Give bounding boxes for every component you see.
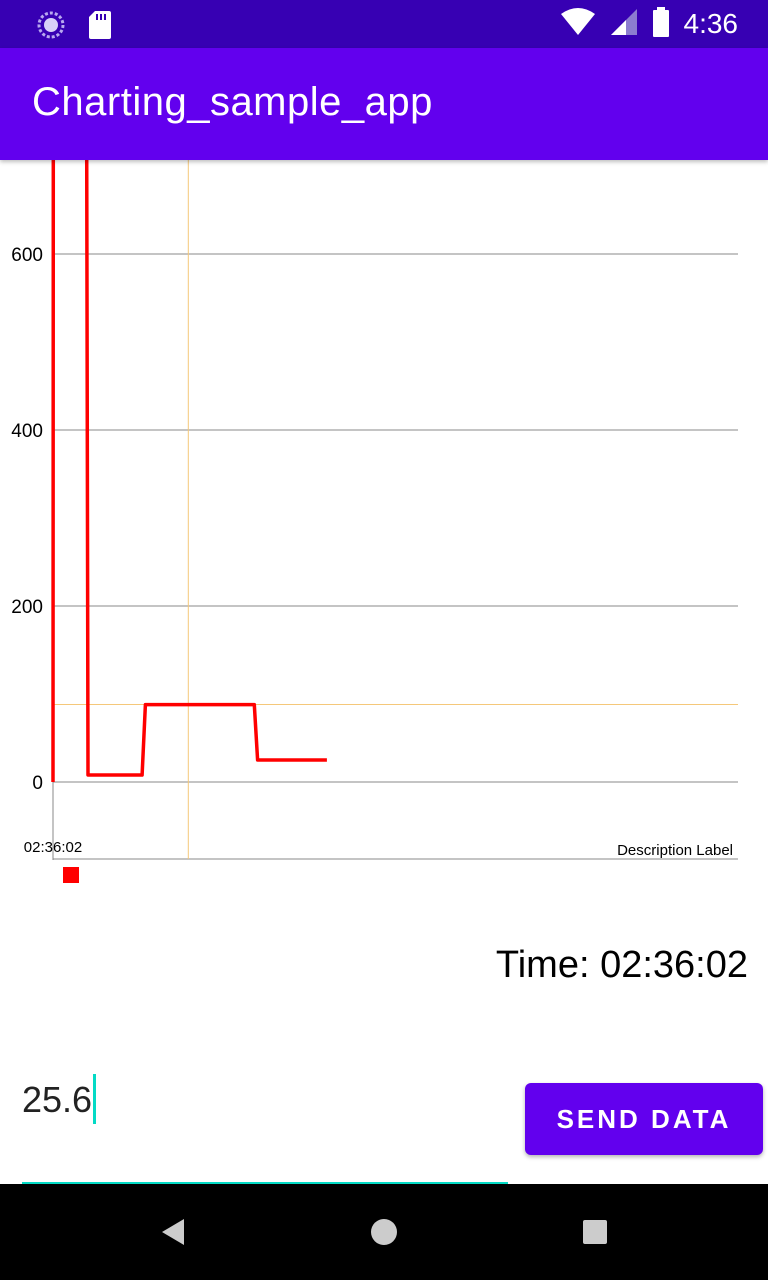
send-data-button[interactable]: SEND DATA bbox=[525, 1083, 763, 1155]
home-icon[interactable] bbox=[364, 1212, 404, 1252]
sd-card-icon bbox=[88, 10, 112, 44]
y-tick-label-0: 0 bbox=[32, 773, 43, 794]
battery-icon bbox=[652, 7, 670, 41]
recents-icon[interactable] bbox=[575, 1212, 615, 1252]
data-input-container[interactable] bbox=[22, 1070, 508, 1184]
wifi-icon bbox=[560, 8, 596, 40]
y-tick-label-200: 200 bbox=[11, 597, 43, 618]
y-tick-label-600: 600 bbox=[11, 245, 43, 266]
time-label: Time: 02:36:02 bbox=[495, 944, 748, 986]
status-bar: 4:36 bbox=[0, 0, 768, 48]
input-underline bbox=[22, 1182, 508, 1184]
data-input[interactable] bbox=[22, 1070, 508, 1130]
x-tick-label: 02:36:02 bbox=[24, 839, 82, 856]
loading-icon bbox=[36, 10, 66, 44]
legend-marker bbox=[63, 867, 79, 883]
line-chart[interactable]: 0 200 400 600 02:36:02 Description Label bbox=[0, 160, 768, 900]
chart-canvas[interactable]: 0 200 400 600 02:36:02 Description Label bbox=[0, 160, 768, 900]
back-icon[interactable] bbox=[152, 1212, 192, 1252]
text-cursor bbox=[93, 1074, 96, 1124]
series-line-0 bbox=[51, 160, 327, 783]
signal-icon bbox=[610, 8, 638, 40]
app-title: Charting_sample_app bbox=[32, 80, 433, 124]
navigation-bar bbox=[0, 1184, 768, 1280]
status-clock: 4:36 bbox=[683, 8, 739, 39]
y-tick-label-400: 400 bbox=[11, 421, 43, 442]
app-bar: Charting_sample_app bbox=[0, 48, 768, 160]
chart-description: Description Label bbox=[617, 842, 733, 859]
